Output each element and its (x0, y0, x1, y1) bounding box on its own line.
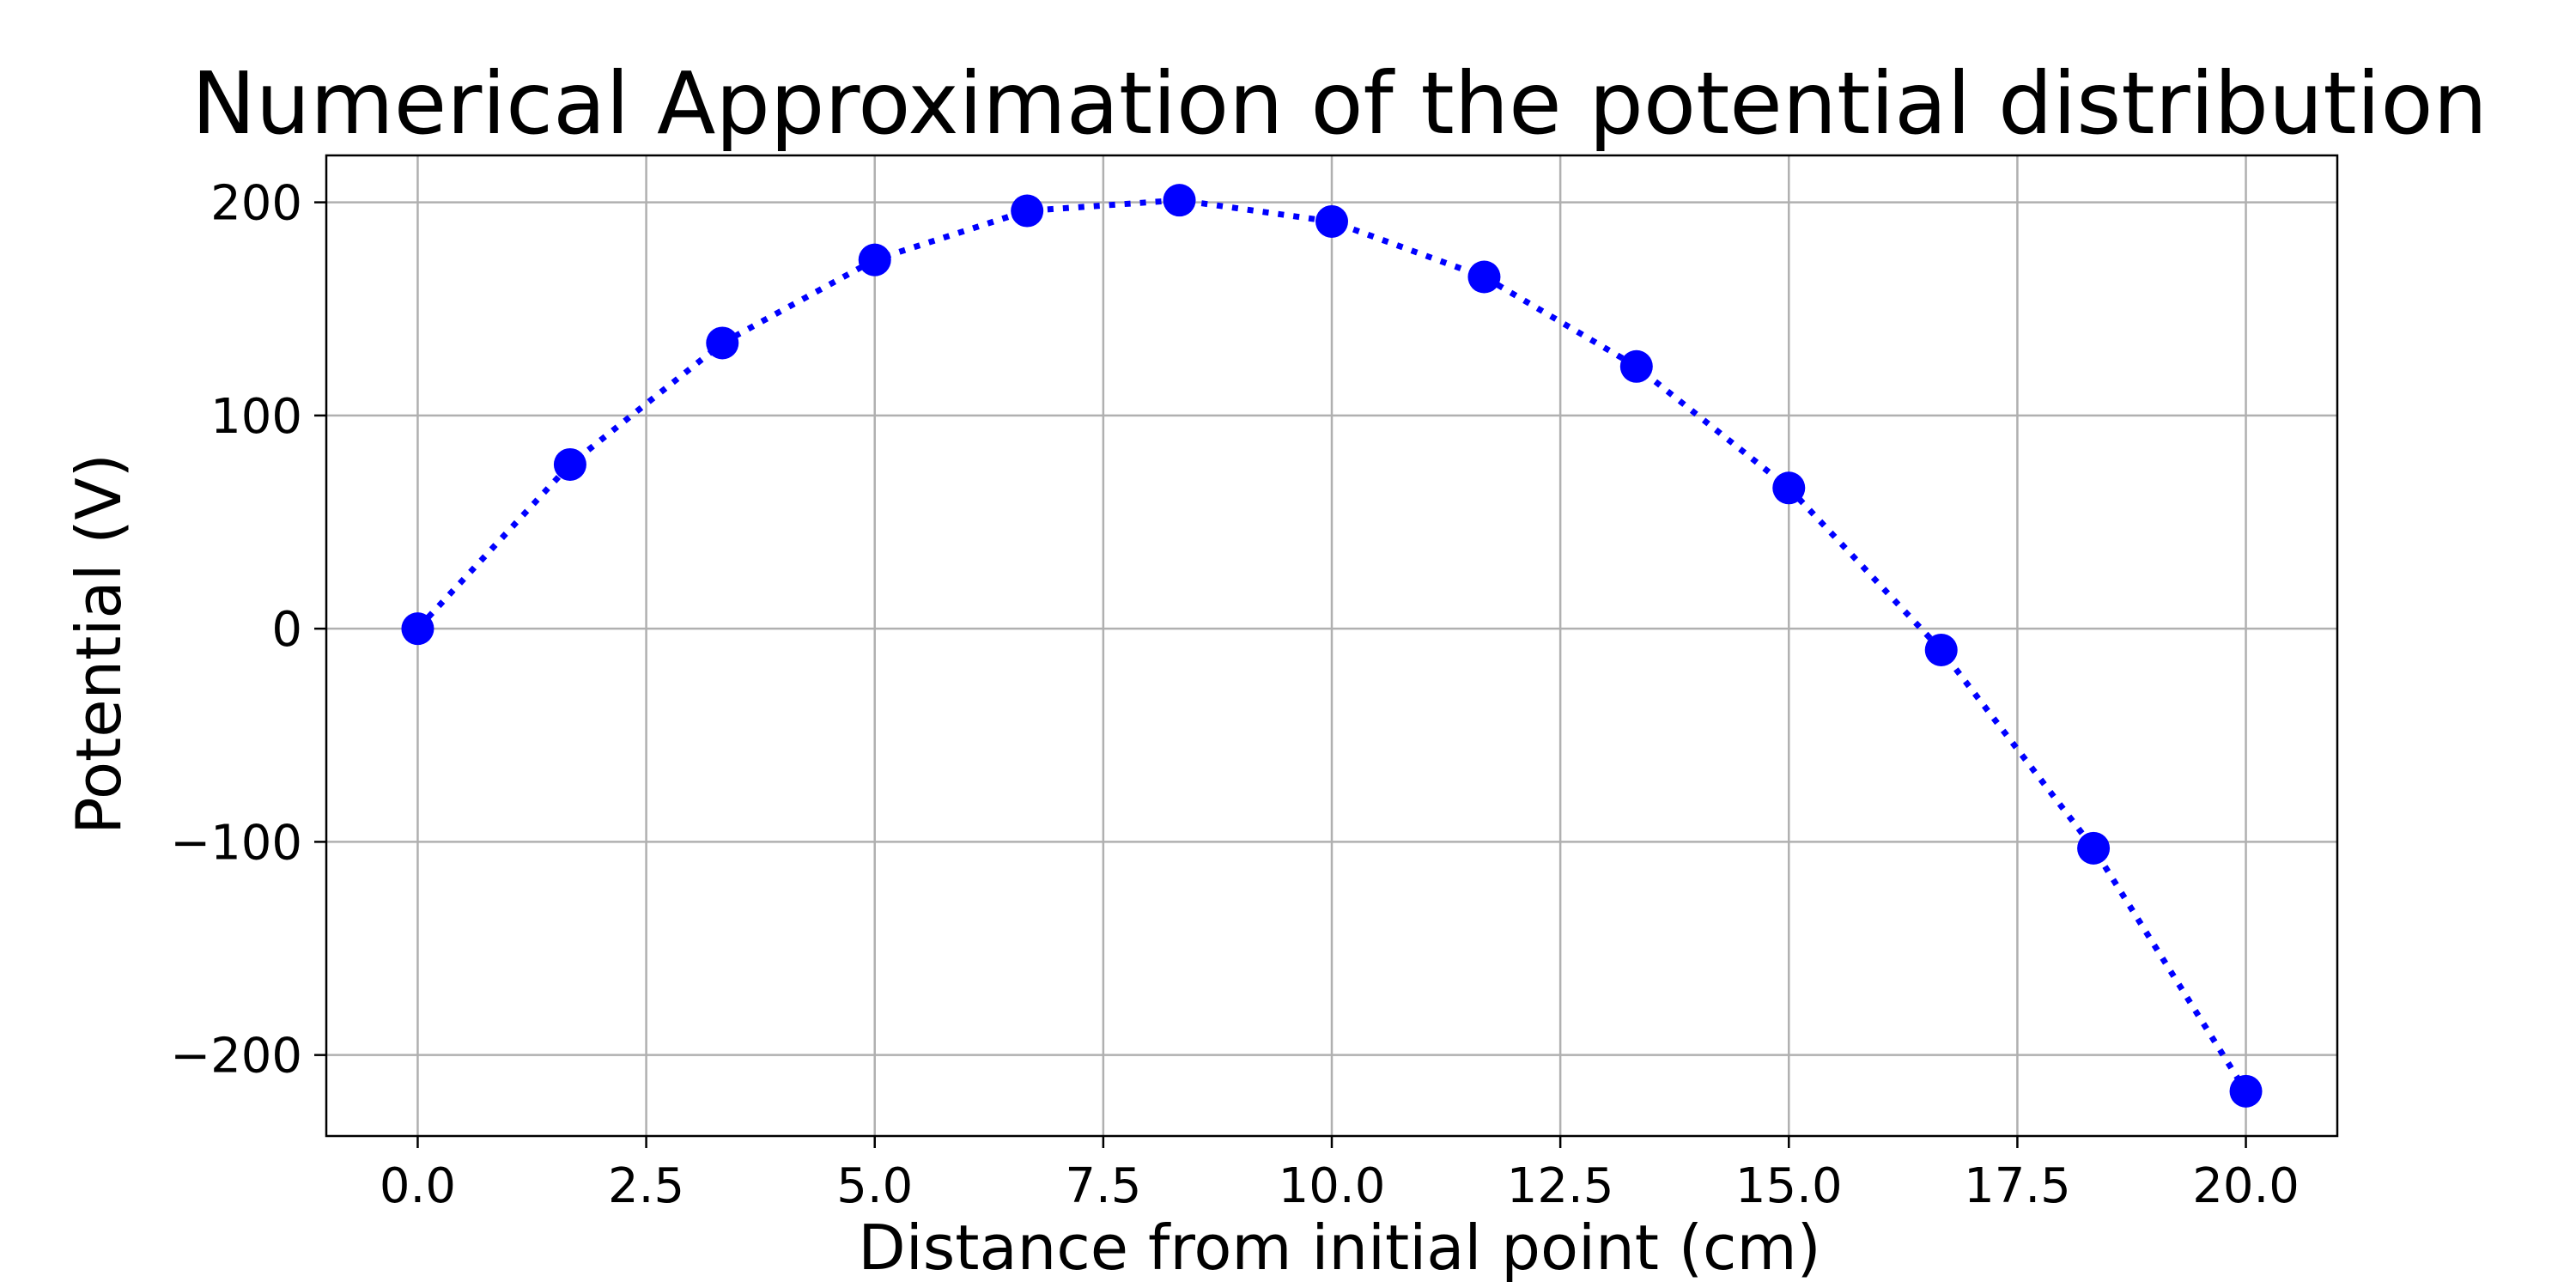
y-tick-label: −100 (170, 815, 302, 871)
data-point (2229, 1074, 2263, 1108)
data-point (1467, 260, 1501, 294)
y-tick-label: 0 (271, 602, 302, 658)
y-axis-label: Potential (V) (63, 453, 135, 835)
y-tick-label: 100 (210, 389, 302, 445)
x-tick-label: 0.0 (380, 1158, 456, 1214)
grid (326, 155, 2337, 1136)
y-tick-label: 200 (210, 176, 302, 232)
data-point (1315, 204, 1348, 238)
data-point (858, 243, 891, 276)
x-tick-label: 12.5 (1507, 1158, 1614, 1214)
x-tick-label: 7.5 (1065, 1158, 1141, 1214)
x-axis-label: Distance from initial point (cm) (858, 1212, 1820, 1284)
data-point (1619, 349, 1653, 383)
x-tick-label: 2.5 (608, 1158, 684, 1214)
data-point (401, 612, 434, 646)
x-tick-label: 15.0 (1735, 1158, 1843, 1214)
data-point (1772, 471, 1806, 505)
data-point (2077, 831, 2111, 865)
series-layer (401, 184, 2263, 1108)
data-point (553, 447, 586, 481)
data-point (1011, 194, 1044, 228)
data-point (706, 326, 739, 360)
data-point (1924, 633, 1958, 666)
ticks: 0.0 2.5 5.0 7.5 10.0 12.5 15.0 17.5 20.0 −200 −100… (170, 176, 2300, 1214)
x-tick-label: 20.0 (2192, 1158, 2300, 1214)
x-tick-label: 10.0 (1279, 1158, 1386, 1214)
x-tick-label: 17.5 (1964, 1158, 2071, 1214)
data-point (1163, 184, 1196, 217)
y-tick-label: −200 (170, 1029, 302, 1084)
chart-title: Numerical Approximation of the potential… (191, 53, 2488, 154)
x-tick-label: 5.0 (836, 1158, 913, 1214)
